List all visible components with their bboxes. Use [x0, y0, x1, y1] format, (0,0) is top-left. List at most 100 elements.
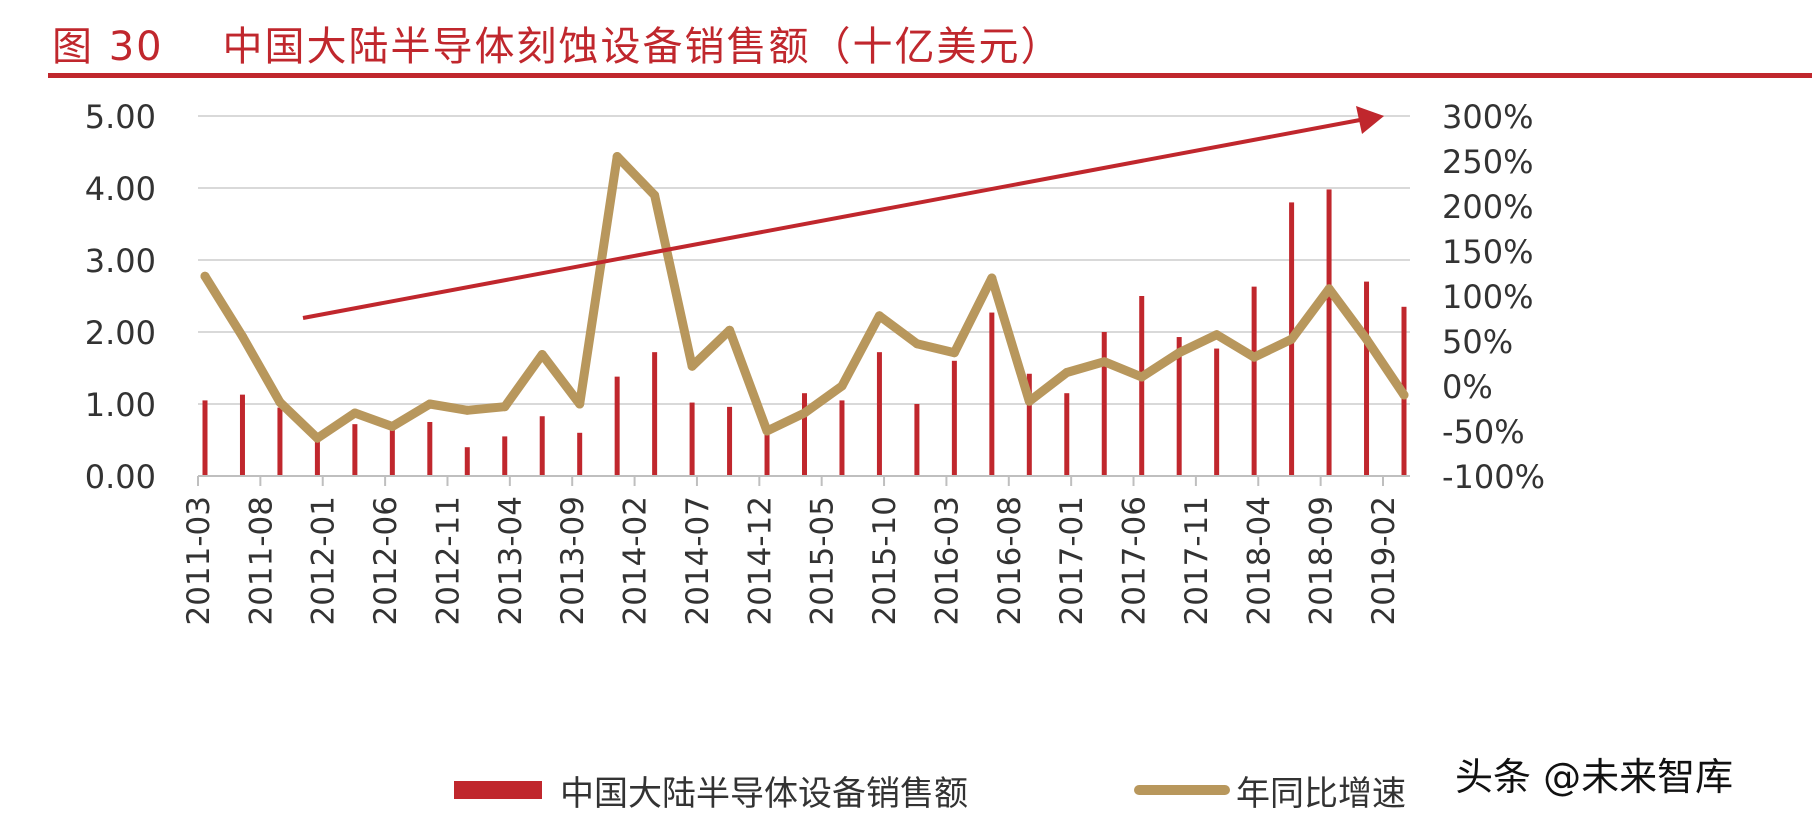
legend-swatch-bar — [454, 781, 542, 799]
line-point — [837, 381, 847, 391]
right-tick-label: 0% — [1442, 368, 1493, 406]
right-tick-label: 50% — [1442, 323, 1513, 361]
bar — [502, 436, 508, 476]
bar — [989, 312, 995, 476]
bar — [914, 404, 920, 476]
line-point — [1287, 334, 1297, 344]
bar — [652, 352, 658, 476]
trend-arrow-shaft — [302, 118, 1361, 320]
bar — [1326, 189, 1332, 476]
legend-item-line: 年同比增速 — [1134, 770, 1406, 814]
line-point — [275, 397, 285, 407]
bar — [427, 422, 433, 476]
line-point — [1024, 396, 1034, 406]
line-point — [1362, 334, 1372, 344]
line-point — [537, 350, 547, 359]
bar — [539, 416, 545, 476]
line-point — [1399, 390, 1409, 400]
bar — [464, 447, 470, 476]
x-tick-label: 2013-09 — [555, 496, 591, 626]
x-tick-label: 2018-04 — [1241, 496, 1277, 626]
line-point — [987, 273, 997, 283]
left-tick-label: 2.00 — [85, 314, 156, 352]
x-tick-label: 2015-05 — [805, 496, 841, 626]
bar — [239, 394, 245, 476]
line-point — [1174, 348, 1184, 358]
line-point — [1062, 368, 1072, 377]
bar — [277, 407, 283, 476]
x-tick-label: 2011-08 — [243, 496, 279, 626]
bar — [1101, 332, 1107, 476]
left-axis: 0.00 1.00 2.00 3.00 4.00 5.00 — [85, 98, 156, 496]
x-tick-label: 2012-11 — [430, 496, 466, 626]
line-point — [462, 405, 472, 415]
x-tick-label: 2016-08 — [992, 496, 1028, 626]
bar — [389, 429, 395, 476]
left-tick-label: 0.00 — [85, 458, 156, 496]
line-point — [687, 361, 697, 371]
bar — [352, 424, 358, 476]
legend-label-line: 年同比增速 — [1236, 773, 1406, 814]
bar — [577, 432, 583, 476]
bar — [689, 402, 695, 476]
x-tick-label: 2014-02 — [618, 496, 654, 626]
line-point — [650, 190, 660, 200]
line-point — [612, 152, 622, 161]
line-point — [1324, 284, 1334, 294]
bar — [1176, 337, 1182, 476]
line-point — [237, 332, 247, 341]
chart: 0.00 1.00 2.00 3.00 4.00 5.00 -100% -50% 0% 50% 1… — [85, 98, 1545, 626]
line-point — [949, 348, 959, 358]
trend-arrow — [302, 106, 1384, 320]
line-point — [874, 311, 884, 321]
right-tick-label: 300% — [1442, 98, 1533, 136]
left-tick-label: 3.00 — [85, 242, 156, 280]
line-point — [1212, 330, 1222, 340]
line-point — [1099, 357, 1109, 367]
line-point — [387, 422, 397, 431]
x-tick-label: 2014-07 — [680, 496, 716, 626]
bar — [839, 400, 845, 476]
bar — [1139, 296, 1145, 476]
x-tick-label: 2012-01 — [306, 496, 342, 626]
bar — [202, 400, 208, 476]
bar — [876, 352, 882, 476]
legend-swatch-line — [1134, 785, 1230, 795]
x-tick-label: 2013-04 — [493, 496, 529, 626]
trend-arrow-head — [1356, 106, 1384, 134]
figure-title: 图 30 中国大陆半导体刻蚀设备销售额（十亿美元） — [52, 14, 1062, 72]
line-point — [1249, 352, 1259, 362]
figure-title-text: 中国大陆半导体刻蚀设备销售额（十亿美元） — [222, 24, 1063, 70]
line-point — [425, 399, 435, 409]
bar — [951, 360, 957, 476]
line-point — [1137, 372, 1147, 382]
right-tick-label: -100% — [1442, 458, 1545, 496]
legend-label-bars: 中国大陆半导体设备销售额 — [560, 773, 968, 814]
bar — [1251, 286, 1257, 476]
x-tick-label: 2019-02 — [1366, 496, 1402, 626]
right-tick-label: 150% — [1442, 233, 1533, 271]
x-tick-label: 2017-01 — [1054, 496, 1090, 626]
bar — [802, 393, 807, 476]
line-series — [200, 152, 1409, 443]
x-tick-label: 2016-03 — [929, 496, 965, 626]
line-point — [312, 433, 322, 443]
right-tick-label: -50% — [1442, 413, 1525, 451]
line-point — [350, 408, 360, 418]
x-tick-label: 2012-06 — [368, 496, 404, 626]
bar — [1026, 373, 1032, 476]
line-point — [200, 271, 210, 281]
bar — [764, 431, 770, 476]
right-tick-label: 200% — [1442, 188, 1533, 226]
x-tick-label: 2011-03 — [181, 496, 217, 626]
x-tick-label: 2017-11 — [1179, 496, 1215, 626]
bar — [1214, 348, 1220, 476]
line-point — [912, 339, 922, 349]
right-tick-label: 250% — [1442, 143, 1533, 181]
line-point — [725, 325, 735, 335]
bar — [1364, 281, 1370, 476]
left-tick-label: 5.00 — [85, 98, 156, 136]
bar — [727, 406, 733, 476]
line-point — [762, 426, 772, 436]
watermark: 头条 @未来智库 — [1455, 755, 1734, 799]
